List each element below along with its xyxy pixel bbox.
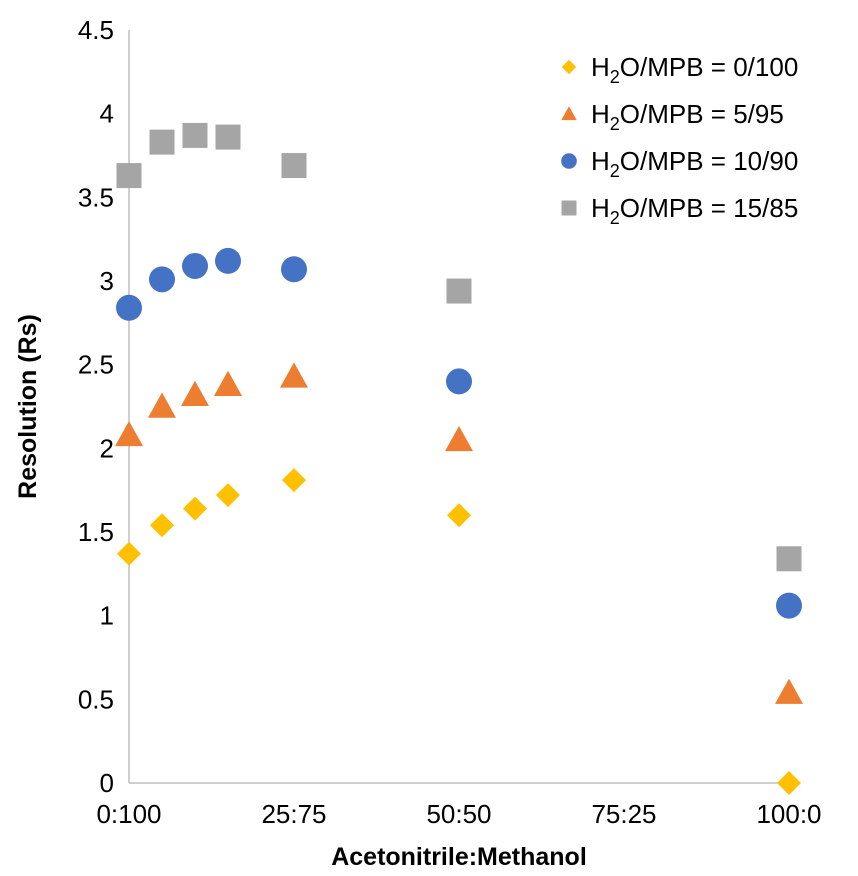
point-square xyxy=(776,546,802,572)
legend-entry: H2O/MPB = 5/95 xyxy=(561,99,784,134)
point-square xyxy=(182,122,208,148)
point-circle xyxy=(182,252,208,279)
point-circle xyxy=(215,247,241,274)
x-tick-label: 50:50 xyxy=(426,799,491,829)
legend-entry: H2O/MPB = 10/90 xyxy=(561,146,798,181)
y-tick-label: 3.5 xyxy=(78,182,114,212)
y-tick-label: 2.5 xyxy=(78,350,114,380)
y-axis-title: Resolution (Rs) xyxy=(14,314,42,499)
point-circle xyxy=(116,294,142,321)
point-circle xyxy=(281,256,307,283)
x-tick-label: 0:100 xyxy=(96,799,161,829)
legend-marker-diamond xyxy=(561,59,577,75)
point-triangle xyxy=(148,392,176,418)
point-circle xyxy=(149,266,175,293)
y-tick-label: 0.5 xyxy=(78,684,114,714)
y-tick-label: 4.5 xyxy=(78,15,114,45)
x-tick-label: 100:0 xyxy=(756,799,821,829)
point-triangle xyxy=(445,425,473,452)
point-square xyxy=(149,129,175,155)
x-tick-label: 25:75 xyxy=(261,799,326,829)
point-square xyxy=(281,153,307,179)
legend-label: H2O/MPB = 15/85 xyxy=(591,193,798,228)
point-triangle xyxy=(181,380,209,406)
point-circle xyxy=(776,592,802,619)
legend-entry: H2O/MPB = 0/100 xyxy=(561,52,798,87)
point-diamond xyxy=(777,771,801,795)
point-diamond xyxy=(282,468,306,493)
y-tick-label: 2 xyxy=(100,433,114,463)
legend-label: H2O/MPB = 0/100 xyxy=(591,52,798,87)
point-square xyxy=(116,163,142,189)
x-axis-title: Acetonitrile:Methanol xyxy=(331,843,587,871)
point-square xyxy=(446,278,472,304)
point-diamond xyxy=(117,541,141,566)
axes xyxy=(128,30,789,784)
legend-marker-square xyxy=(561,200,577,216)
legend-marker-circle xyxy=(561,153,577,169)
point-triangle xyxy=(115,420,143,447)
point-square xyxy=(215,124,241,150)
point-diamond xyxy=(183,496,207,521)
tick-labels: 0 0.5 1 1.5 2 2.5 3 3.5 4 4.5 0:100 25:75 50:50 75:25… xyxy=(78,15,822,829)
y-tick-label: 1.5 xyxy=(78,517,114,547)
y-tick-label: 1 xyxy=(100,601,114,631)
y-tick-label: 3 xyxy=(100,266,114,296)
y-tick-label: 0 xyxy=(100,768,114,798)
legend-label: H2O/MPB = 10/90 xyxy=(591,146,798,181)
legend-marker-triangle xyxy=(561,106,577,121)
legend-entry: H2O/MPB = 15/85 xyxy=(561,193,798,228)
point-diamond xyxy=(447,503,471,528)
point-diamond xyxy=(150,513,174,538)
point-diamond xyxy=(216,483,240,508)
y-tick-label: 4 xyxy=(100,99,114,129)
legend: H2O/MPB = 0/100 H2O/MPB = 5/95 H2O/MPB = 1… xyxy=(561,52,798,228)
point-triangle xyxy=(214,370,242,396)
point-triangle xyxy=(280,362,308,388)
x-tick-label: 75:25 xyxy=(591,799,656,829)
data-points xyxy=(115,122,803,795)
legend-label: H2O/MPB = 5/95 xyxy=(591,99,784,134)
point-circle xyxy=(446,368,472,395)
point-triangle xyxy=(775,678,803,704)
